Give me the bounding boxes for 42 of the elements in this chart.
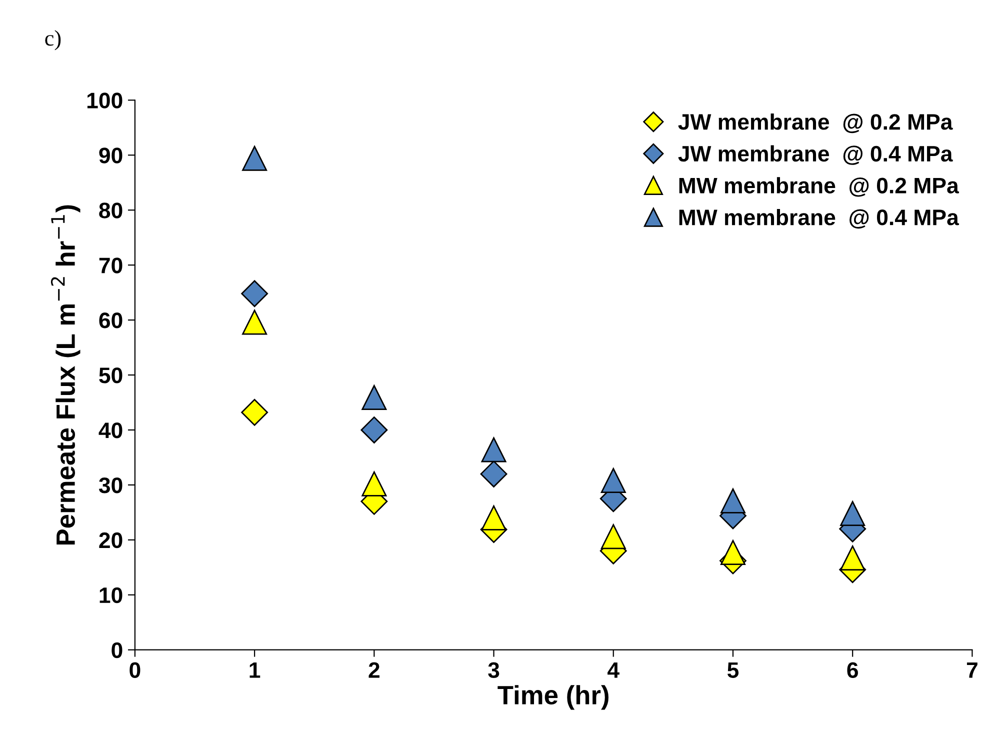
- text: c): [45, 30, 61, 50]
- legend-label: JW membrane @ 0.4 MPa: [678, 145, 953, 165]
- x-tick-label: 6: [847, 662, 858, 678]
- point: [720, 540, 746, 566]
- point: [362, 471, 387, 496]
- x-tick-label: 7: [966, 662, 978, 678]
- x-tick-label: 0: [130, 662, 140, 678]
- legend-label: JW membrane @ 0.2 MPa: [678, 113, 953, 134]
- y-tick-label: 60: [99, 312, 122, 328]
- x-axis-title: Time (hr): [498, 685, 608, 710]
- x-tick-label: 2: [368, 662, 380, 678]
- legend-label: MW membrane @ 0.4 MPa: [679, 208, 960, 229]
- x-tick-label: 3: [488, 662, 500, 678]
- point: [600, 468, 626, 494]
- y-tick-label: 0: [112, 642, 122, 658]
- y-tick-label: 50: [99, 368, 122, 384]
- y-tick-label: 90: [99, 148, 122, 164]
- y-tick-label: 80: [99, 202, 122, 218]
- point: [720, 488, 746, 514]
- point: [242, 310, 268, 335]
- x-tick-label: 4: [608, 662, 620, 678]
- y-tick-label: 10: [100, 587, 122, 604]
- x-tick-label: 1: [250, 662, 260, 678]
- point: [242, 146, 268, 171]
- point: [840, 501, 866, 526]
- point: [840, 546, 866, 571]
- point: [600, 524, 626, 550]
- point: [362, 385, 387, 410]
- point: [241, 398, 268, 426]
- legend-label: MW membrane @ 0.2 MPa: [679, 177, 960, 197]
- y-tick-label: 30: [98, 477, 122, 494]
- y-tick-label: 20: [99, 532, 122, 548]
- x-tick-label: 5: [727, 662, 739, 678]
- point: [481, 505, 506, 530]
- point: [241, 280, 268, 308]
- point: [481, 437, 506, 462]
- y-tick-label: 100: [87, 92, 122, 108]
- y-tick-label: 40: [98, 422, 122, 438]
- point: [360, 416, 388, 444]
- point: [480, 460, 508, 488]
- y-tick-label: 70: [99, 258, 122, 274]
- y-axis-title: Permeate Flux (L m$^{−2}$ hr$^{−1}$): [50, 205, 80, 544]
